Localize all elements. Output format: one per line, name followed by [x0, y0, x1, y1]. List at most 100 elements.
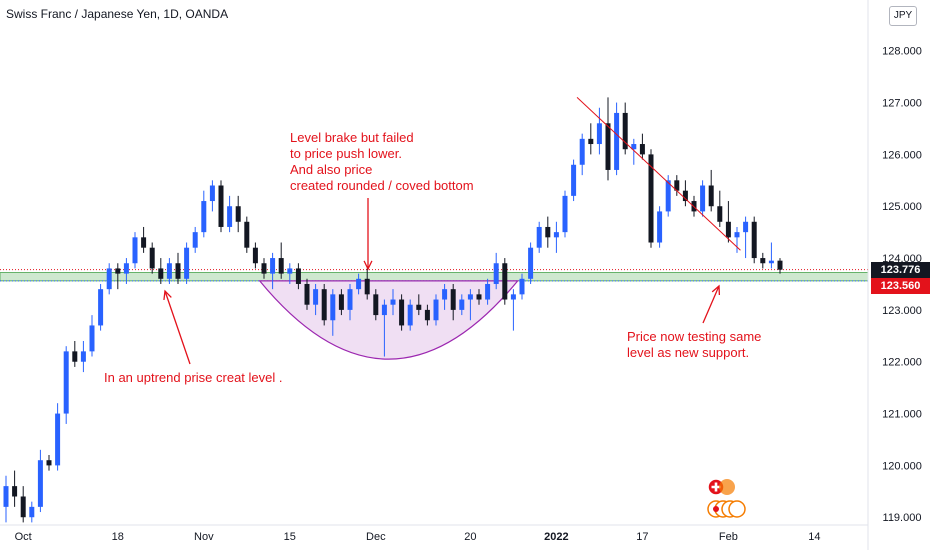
candle-body	[631, 144, 637, 150]
candle-body	[98, 289, 104, 326]
candle-body	[553, 232, 559, 238]
candle-body	[674, 180, 680, 191]
candle-body	[588, 138, 594, 145]
candle-body	[476, 294, 482, 300]
time-axis: Oct 18 Nov 15 Dec 20 2022 17 Feb 14	[0, 524, 868, 543]
candle-body	[596, 123, 602, 145]
candle-body	[321, 289, 327, 321]
candle-body	[562, 195, 568, 233]
candle-body	[338, 294, 344, 310]
x-tick-label: Nov	[194, 531, 214, 543]
candle-body	[614, 112, 620, 170]
candle-body	[442, 289, 448, 300]
candle-body	[364, 278, 370, 295]
candle-body	[115, 268, 121, 274]
x-tick-label: Feb	[719, 531, 738, 543]
y-tick-label: 128.000	[882, 46, 922, 58]
candle-body	[235, 206, 241, 222]
x-tick-label: 14	[808, 531, 820, 543]
candle-body	[184, 247, 190, 279]
candle-body	[63, 351, 69, 414]
candle-body	[72, 351, 78, 362]
candle-body	[244, 221, 250, 248]
candle-body	[20, 496, 26, 518]
uptrend-arrow	[164, 290, 191, 365]
candle-body	[218, 185, 224, 227]
x-tick-label: Dec	[366, 531, 386, 543]
candle-body	[227, 206, 233, 227]
y-tick-label: 121.000	[882, 409, 922, 421]
candle-body	[416, 304, 422, 310]
candle-body	[29, 506, 35, 518]
candle-body	[381, 304, 387, 316]
candle-body	[579, 138, 585, 165]
candle-body	[175, 263, 181, 279]
support-zone	[0, 272, 869, 282]
candle-body	[717, 206, 723, 222]
candle-body	[536, 226, 542, 248]
candle-body	[424, 309, 430, 321]
testing-arrow	[702, 285, 720, 324]
japan-flag-icon	[728, 500, 746, 518]
level-annotation: Level brake but failed to price push low…	[290, 130, 474, 193]
uptrend-annotation: In an uptrend prise creat level .	[104, 370, 283, 385]
candle-body	[734, 232, 740, 238]
candle-body	[700, 185, 706, 212]
x-tick-label: 20	[464, 531, 476, 543]
candle-body	[682, 190, 688, 202]
candle-body	[132, 237, 138, 264]
candle-body	[46, 460, 52, 466]
y-tick-label: 125.000	[882, 201, 922, 213]
candle-body	[528, 247, 534, 279]
candle-body	[485, 283, 491, 300]
y-tick-label: 120.000	[882, 460, 922, 472]
y-tick-label: 122.000	[882, 357, 922, 369]
candle-body	[459, 299, 465, 310]
candle-body	[192, 232, 198, 248]
candle-body	[304, 283, 310, 305]
candle-body	[399, 299, 405, 326]
support-price-tag: 123.560	[871, 278, 930, 294]
x-tick-label: Oct	[15, 531, 32, 543]
candle-body	[467, 294, 473, 300]
y-tick-label: 127.000	[882, 98, 922, 110]
candle-body	[201, 201, 207, 233]
uptrend-arrow-head	[163, 289, 172, 301]
candle-body	[123, 263, 129, 274]
candle-body	[287, 268, 293, 274]
candle-body	[502, 263, 508, 300]
candle-body	[149, 247, 155, 269]
candle-body	[356, 278, 362, 290]
candle-body	[622, 112, 628, 150]
candle-body	[37, 460, 43, 507]
candle-body	[390, 299, 396, 305]
last-price-tag: 123.776	[871, 262, 930, 278]
candles	[3, 97, 783, 523]
candle-body	[295, 268, 301, 284]
candle-body	[313, 289, 319, 305]
candle-body	[519, 278, 525, 295]
testing-annotation: Price now testing same level as new supp…	[627, 329, 762, 360]
currency-button[interactable]: JPY	[889, 6, 917, 26]
candle-body	[777, 260, 783, 270]
downtrend-line	[576, 97, 741, 251]
x-tick-label: 15	[284, 531, 296, 543]
candle-body	[373, 294, 379, 316]
candle-body	[80, 351, 86, 362]
chart-title: Swiss Franc / Japanese Yen, 1D, OANDA	[6, 7, 229, 21]
candle-body	[407, 304, 413, 326]
candle-body	[665, 180, 671, 212]
candle-body	[270, 258, 276, 274]
x-tick-label: 17	[636, 531, 648, 543]
candle-body	[768, 260, 774, 264]
candle-body	[605, 123, 611, 170]
y-tick-label: 126.000	[882, 149, 922, 161]
event-marker	[719, 479, 735, 495]
candle-body	[330, 294, 336, 321]
candle-body	[493, 263, 499, 284]
level-arrow-head	[363, 260, 373, 271]
x-tick-label: 18	[112, 531, 124, 543]
candle-body	[89, 325, 95, 352]
candle-body	[708, 185, 714, 207]
